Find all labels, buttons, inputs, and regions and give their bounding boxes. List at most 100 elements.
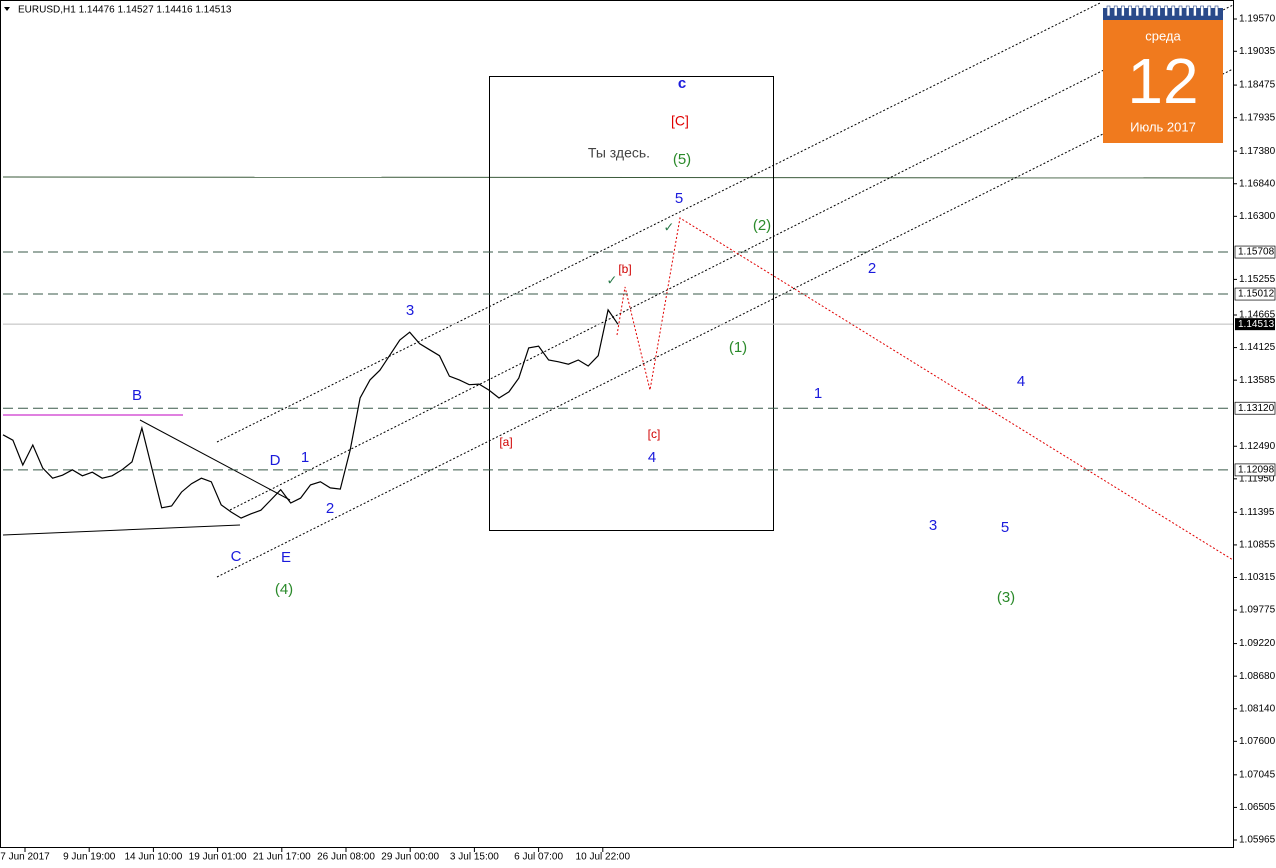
calendar-ring xyxy=(1200,5,1204,17)
zone-box xyxy=(489,76,774,531)
trend-line xyxy=(2,176,1234,179)
wave-label: 5 xyxy=(675,190,683,207)
wave-label: 1 xyxy=(301,449,309,466)
level-label: 1.12098 xyxy=(1238,465,1275,476)
y-tick-label: 1.17935 xyxy=(1239,112,1276,123)
y-tick-label: 1.18475 xyxy=(1239,80,1276,91)
wave-label: [a] xyxy=(499,435,512,449)
forecast xyxy=(616,217,1234,561)
y-tick-label: 1.10315 xyxy=(1239,572,1276,583)
x-tick-label: 21 Jun 17:00 xyxy=(253,852,311,863)
wave-label: 2 xyxy=(868,260,876,277)
menu-arrow xyxy=(4,7,10,11)
calendar-month: Июль 2017 xyxy=(1130,119,1196,134)
calendar: среда 12 Июль 2017 xyxy=(1103,8,1223,143)
note: Ты здесь. xyxy=(588,145,650,161)
channel xyxy=(216,2,1234,578)
calendar-ring xyxy=(1178,5,1183,17)
wave-label: 5 xyxy=(1001,519,1009,536)
check-mark: ✓ xyxy=(607,272,618,287)
y-tick-label: 1.11950 xyxy=(1239,473,1275,484)
y-tick-label: 1.19570 xyxy=(1239,14,1276,25)
calendar-ring xyxy=(1121,5,1125,17)
wave-label: [c] xyxy=(648,427,661,441)
calendar-ring xyxy=(1193,5,1197,17)
wave-label: E xyxy=(281,549,291,566)
calendar-ring xyxy=(1207,5,1212,17)
header: EURUSD,H1 1.14476 1.14527 1.14416 1.1451… xyxy=(18,5,232,16)
calendar-day: 12 xyxy=(1127,45,1198,117)
wave-label: (5) xyxy=(673,151,691,168)
wave-label: (3) xyxy=(997,589,1015,606)
x-tick-label: 29 Jun 00:00 xyxy=(381,852,439,863)
y-tick-label: 1.14125 xyxy=(1239,342,1276,353)
y-tick-label: 1.16300 xyxy=(1239,211,1276,222)
x-tick-label: 19 Jun 01:00 xyxy=(189,852,247,863)
y-tick-label: 1.19035 xyxy=(1239,46,1276,57)
annotations: B D 1 2 C E (4) 3 [a] c [C] Ты здесь. (5… xyxy=(132,75,1025,606)
wave-label: (2) xyxy=(753,217,771,234)
wave-label: 1 xyxy=(814,385,822,402)
x-tick-label: 26 Jun 08:00 xyxy=(317,852,375,863)
y-tick-label: 1.06505 xyxy=(1239,802,1276,813)
wave-label: 2 xyxy=(326,500,334,517)
level-tag xyxy=(1234,463,1276,477)
current-price-label: 1.14513 xyxy=(1238,319,1275,330)
plot-frame xyxy=(0,0,1234,848)
wave-label: (1) xyxy=(729,339,747,356)
level-label: 1.13120 xyxy=(1238,403,1275,414)
x-tick-label: 9 Jun 19:00 xyxy=(63,852,116,863)
x-tick-label: 10 Jul 22:00 xyxy=(576,852,631,863)
current-price-tag xyxy=(1235,318,1275,331)
x-tick-label: 14 Jun 10:00 xyxy=(124,852,182,863)
check-mark: ✓ xyxy=(664,219,675,234)
wave-label: [C] xyxy=(671,113,689,129)
calendar-ring xyxy=(1128,5,1132,17)
y-tick-label: 1.07045 xyxy=(1239,769,1276,780)
y-tick-label: 1.09775 xyxy=(1239,605,1276,616)
calendar-binding xyxy=(1103,8,1223,20)
y-tick-label: 1.17380 xyxy=(1239,146,1276,157)
wave-label: [b] xyxy=(618,262,631,276)
wave-label: D xyxy=(270,452,281,469)
y-tick-label: 1.09220 xyxy=(1239,638,1276,649)
calendar-ring xyxy=(1171,5,1176,17)
calendar-weekday: среда xyxy=(1145,28,1181,43)
calendar-ring xyxy=(1185,5,1190,17)
y-tick-label: 1.15255 xyxy=(1239,274,1276,285)
calendar-ring xyxy=(1106,5,1111,17)
calendar-ring xyxy=(1135,5,1140,17)
y-tick-label: 1.08680 xyxy=(1239,671,1276,682)
y-tick-label: 1.16840 xyxy=(1239,178,1276,189)
level-label: 1.15012 xyxy=(1238,289,1275,300)
wave-label: 3 xyxy=(929,517,937,534)
wave-label: 4 xyxy=(1017,373,1025,390)
y-tick-label: 1.13585 xyxy=(1239,375,1276,386)
x-tick-label: 3 Jul 15:00 xyxy=(450,852,499,863)
wave-label: B xyxy=(132,387,142,404)
calendar-ring xyxy=(1149,5,1154,17)
wave-label: c xyxy=(678,75,686,92)
level-tag xyxy=(1234,287,1276,301)
y-tick-label: 1.08140 xyxy=(1239,703,1276,714)
calendar-ring xyxy=(1142,5,1147,17)
triangle-line xyxy=(2,524,241,536)
calendar-page xyxy=(1103,8,1223,143)
calendar-ring xyxy=(1214,5,1219,17)
level-tag xyxy=(1234,245,1276,259)
y-tick-label: 1.11395 xyxy=(1239,507,1275,518)
level-label: 1.15708 xyxy=(1238,247,1275,258)
price-line xyxy=(2,308,619,519)
wave-label: 3 xyxy=(406,302,414,319)
calendar-ring xyxy=(1113,5,1118,17)
y-tick-label: 1.12490 xyxy=(1239,441,1276,452)
y-tick-label: 1.07600 xyxy=(1239,736,1276,747)
wave-label: C xyxy=(231,548,242,565)
calendar-ring xyxy=(1157,5,1161,17)
level-tag xyxy=(1234,401,1276,415)
wave-label: (4) xyxy=(275,581,293,598)
calendar-ring xyxy=(1164,5,1168,17)
x-tick-label: 6 Jul 07:00 xyxy=(514,852,563,863)
y-tick-label: 1.05965 xyxy=(1239,835,1276,846)
